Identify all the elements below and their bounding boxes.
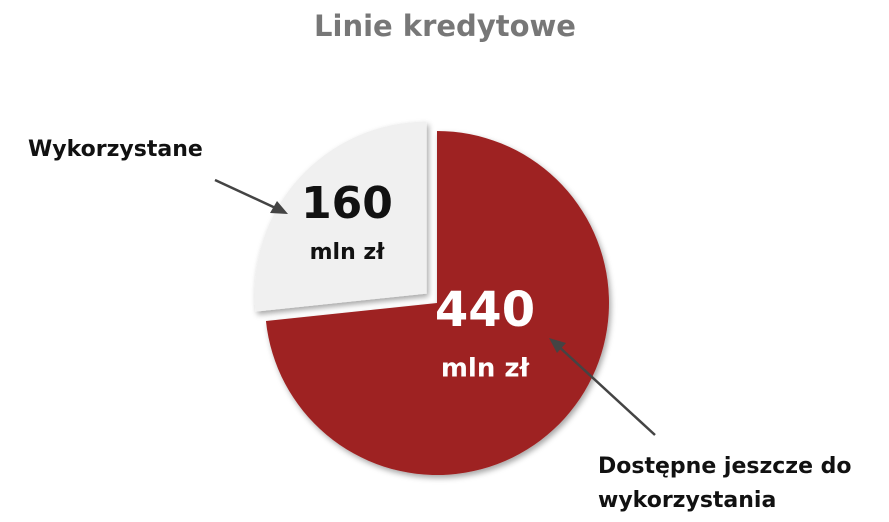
arrow xyxy=(555,343,656,436)
pie-slice xyxy=(254,121,427,312)
value-label: 440 xyxy=(435,282,535,338)
unit-label: mln zł xyxy=(441,354,531,384)
arrow-head xyxy=(270,201,288,214)
unit-label: mln zł xyxy=(310,240,386,265)
chart-title: Linie kredytowe xyxy=(314,9,576,43)
arrow xyxy=(214,178,283,213)
category-label: Dostępne jeszcze do wykorzystania xyxy=(598,454,852,513)
pie-slice xyxy=(265,131,609,476)
arrow-head xyxy=(549,338,566,353)
category-label: Wykorzystane xyxy=(28,137,203,162)
value-label: 160 xyxy=(301,178,393,229)
